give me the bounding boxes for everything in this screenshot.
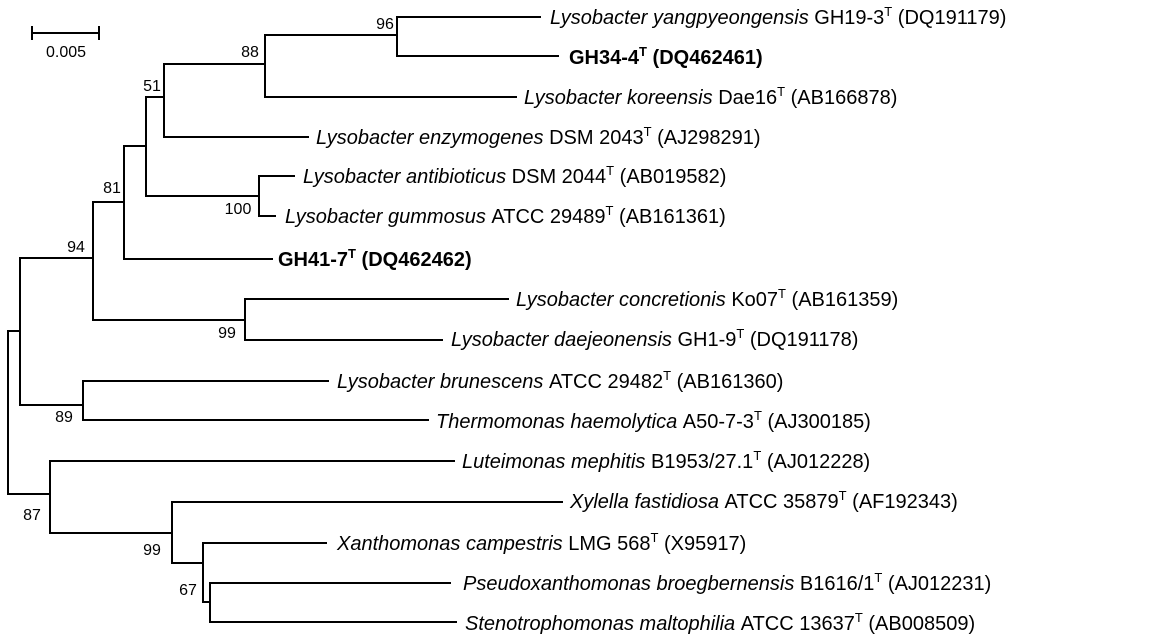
bootstrap-99-concretionis: 99 [218, 325, 236, 342]
bootstrap-96: 96 [376, 16, 394, 33]
taxon-species-name: Lysobacter concretionis [516, 289, 731, 311]
bootstrap-81: 81 [103, 180, 121, 197]
taxon-accession: (AB019582) [614, 166, 726, 188]
taxon-species-name: Lysobacter daejeonensis [451, 329, 677, 351]
type-strain-mark: T [348, 246, 356, 261]
taxon-accession: (AJ300185) [762, 411, 871, 433]
taxon-accession: (DQ191178) [744, 329, 858, 351]
bootstrap-88: 88 [241, 44, 259, 61]
taxon-strain: A50-7-3 [683, 411, 754, 433]
taxon-strain: GH1-9 [677, 329, 736, 351]
type-strain-mark: T [855, 610, 863, 625]
taxon-label: Lysobacter concretionis Ko07T (AB161359) [516, 286, 898, 311]
taxon-accession: (AF192343) [847, 491, 958, 513]
taxon-strain: DSM 2043 [549, 127, 644, 149]
type-strain-mark: T [884, 4, 892, 19]
bootstrap-94: 94 [67, 239, 85, 256]
taxon-strain: LMG 568 [568, 533, 650, 555]
taxon-label: Xanthomonas campestris LMG 568T (X95917) [336, 530, 746, 555]
scale-bar: 0.005 [31, 26, 100, 61]
taxon-species-name: Thermomonas haemolytica [436, 411, 683, 433]
taxon-label: Lysobacter koreensis Dae16T (AB166878) [524, 84, 897, 109]
taxon-accession: (AB161360) [671, 371, 783, 393]
type-strain-mark: T [778, 286, 786, 301]
taxon-accession: (AB008509) [863, 613, 975, 635]
taxon-species-name: Xanthomonas campestris [336, 533, 568, 555]
taxon-species-name: Lysobacter koreensis [524, 87, 718, 109]
taxon-strain: ATCC 13637 [741, 613, 855, 635]
taxon-label: Lysobacter antibioticus DSM 2044T (AB019… [303, 163, 726, 188]
tree-branches [7, 16, 563, 623]
taxon-accession: (X95917) [658, 533, 746, 555]
type-strain-mark: T [754, 408, 762, 423]
taxon-label: Lysobacter daejeonensis GH1-9T (DQ191178… [451, 326, 858, 351]
bootstrap-100: 100 [225, 201, 252, 218]
taxon-labels: Lysobacter yangpyeongensis GH19-3T (DQ19… [278, 4, 1006, 635]
taxon-strain: Dae16 [718, 87, 777, 109]
taxon-accession: (AJ012228) [761, 451, 870, 473]
type-strain-mark: T [644, 124, 652, 139]
taxon-label: Lysobacter gummosus ATCC 29489T (AB16136… [285, 203, 726, 228]
type-strain-mark: T [663, 368, 671, 383]
bootstrap-67: 67 [179, 582, 197, 599]
taxon-label: GH41-7T (DQ462462) [278, 246, 472, 271]
type-strain-mark: T [606, 163, 614, 178]
taxon-accession: (AB166878) [785, 87, 897, 109]
taxon-accession: (AB161361) [614, 206, 726, 228]
taxon-accession: (AB161359) [786, 289, 898, 311]
taxon-strain: ATCC 29489 [491, 206, 605, 228]
taxon-species-name: Lysobacter enzymogenes [316, 127, 549, 149]
taxon-label: Luteimonas mephitis B1953/27.1T (AJ01222… [462, 448, 870, 473]
taxon-species-name: Xylella fastidiosa [569, 491, 725, 513]
taxon-label: Stenotrophomonas maltophilia ATCC 13637T… [465, 610, 975, 635]
scale-bar-label: 0.005 [46, 44, 86, 61]
taxon-accession: (DQ191179) [892, 7, 1006, 29]
taxon-species-name: Lysobacter gummosus [285, 206, 491, 228]
bootstrap-51: 51 [143, 78, 161, 95]
taxon-label: Thermomonas haemolytica A50-7-3T (AJ3001… [436, 408, 871, 433]
taxon-strain: GH19-3 [814, 7, 884, 29]
taxon-accession: (AJ298291) [652, 127, 761, 149]
type-strain-mark: T [651, 530, 659, 545]
type-strain-mark: T [839, 488, 847, 503]
type-strain-mark: T [606, 203, 614, 218]
bootstrap-87: 87 [23, 507, 41, 524]
taxon-label: Lysobacter brunescens ATCC 29482T (AB161… [337, 368, 783, 393]
taxon-species-name: Pseudoxanthomonas broegbernensis [463, 573, 800, 595]
taxon-accession: (DQ462461) [647, 47, 763, 69]
taxon-strain: GH34-4 [569, 47, 640, 69]
taxon-species-name: Lysobacter brunescens [337, 371, 549, 393]
type-strain-mark: T [753, 448, 761, 463]
taxon-species-name: Luteimonas mephitis [462, 451, 651, 473]
taxon-label: Xylella fastidiosa ATCC 35879T (AF192343… [569, 488, 958, 513]
bootstrap-89: 89 [55, 409, 73, 426]
taxon-species-name: Lysobacter yangpyeongensis [550, 7, 814, 29]
type-strain-mark: T [736, 326, 744, 341]
taxon-species-name: Lysobacter antibioticus [303, 166, 512, 188]
taxon-strain: Ko07 [731, 289, 778, 311]
taxon-strain: ATCC 29482 [549, 371, 663, 393]
bootstrap-99-xanthomonads: 99 [143, 542, 161, 559]
taxon-accession: (AJ012231) [882, 573, 991, 595]
bootstrap-values: 96 88 51 100 81 94 99 89 87 99 67 [23, 16, 394, 599]
type-strain-mark: T [874, 570, 882, 585]
taxon-label: Lysobacter yangpyeongensis GH19-3T (DQ19… [550, 4, 1006, 29]
type-strain-mark: T [639, 44, 647, 59]
taxon-strain: B1616/1 [800, 573, 875, 595]
taxon-label: Lysobacter enzymogenes DSM 2043T (AJ2982… [316, 124, 761, 149]
type-strain-mark: T [777, 84, 785, 99]
taxon-species-name: Stenotrophomonas maltophilia [465, 613, 741, 635]
taxon-accession: (DQ462462) [356, 249, 472, 271]
taxon-strain: ATCC 35879 [725, 491, 839, 513]
taxon-label: Pseudoxanthomonas broegbernensis B1616/1… [463, 570, 991, 595]
taxon-strain: DSM 2044 [512, 166, 607, 188]
taxon-strain: GH41-7 [278, 249, 348, 271]
taxon-strain: B1953/27.1 [651, 451, 753, 473]
taxon-label: GH34-4T (DQ462461) [569, 44, 763, 69]
